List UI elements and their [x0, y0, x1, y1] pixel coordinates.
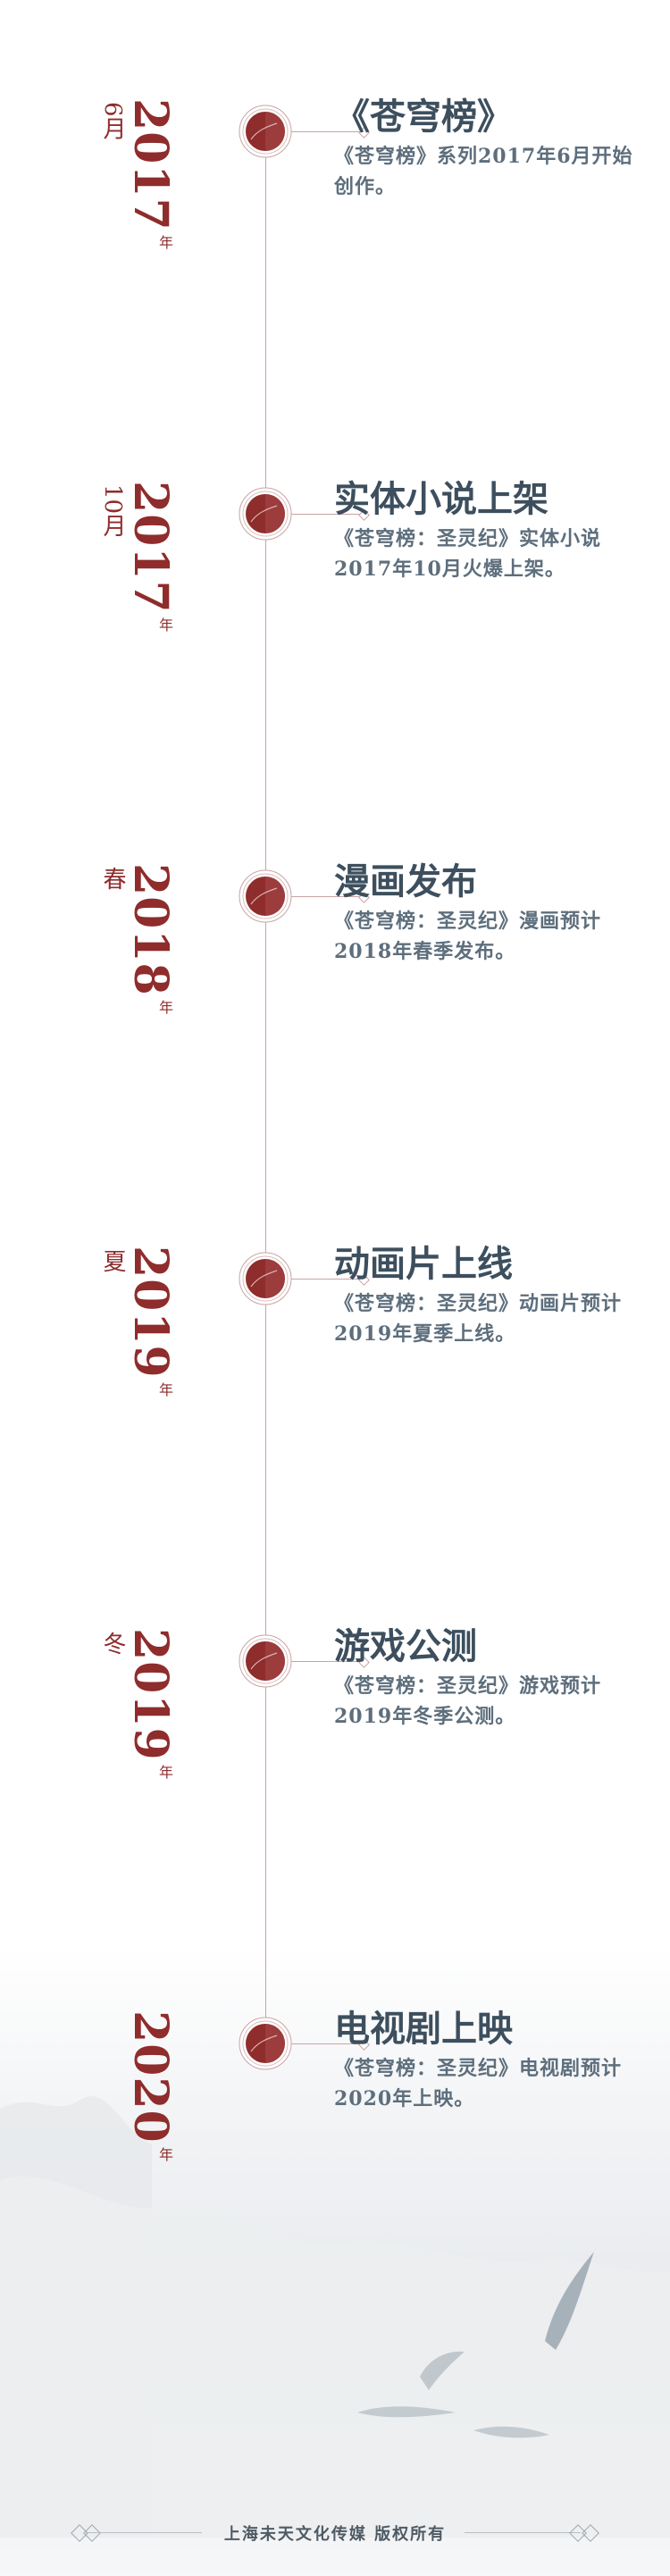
entry-description: 《苍穹榜：圣灵纪》游戏预计2019年冬季公测。 [334, 1674, 602, 1728]
entry-connector [291, 514, 366, 515]
ink-landscape-decoration [0, 2095, 670, 2538]
timeline-node-icon [238, 486, 293, 541]
footer-divider [465, 2532, 581, 2533]
entry-title: 游戏公测 [334, 1625, 477, 1667]
timeline-entry: 2019 年 夏 动画片上线《苍穹榜：圣灵纪》动画片预计2019年夏季上线。 [0, 1243, 670, 1485]
timeline-entry: 2017 年 10月 实体小说上架《苍穹榜：圣灵纪》实体小说2017年10月火爆上架。 [0, 478, 670, 720]
entry-period: 冬 [99, 1632, 126, 1655]
timeline-node-icon [238, 868, 293, 924]
entry-title: 《苍穹榜》 [334, 96, 513, 138]
entry-title: 实体小说上架 [334, 478, 549, 520]
timeline-node-icon [238, 1251, 293, 1306]
entry-description: 《苍穹榜：圣灵纪》动画片预计2019年夏季上线。 [334, 1292, 623, 1346]
entry-year-unit: 年 [156, 2146, 173, 2161]
entry-date: 2020 年 [123, 2010, 178, 2161]
entry-period: 春 [99, 867, 126, 890]
footer-divider [86, 2532, 202, 2533]
entry-description: 《苍穹榜：圣灵纪》漫画预计2018年春季发布。 [334, 910, 602, 963]
entry-year: 2018 [123, 863, 178, 996]
entry-connector [291, 2043, 366, 2044]
entry-year: 2019 [123, 1628, 178, 1761]
entry-year-unit: 年 [156, 999, 173, 1014]
entry-description: 《苍穹榜》系列2017年6月开始创作。 [334, 145, 633, 198]
entry-title: 电视剧上映 [334, 2008, 513, 2050]
timeline-entry: 2018 年 春 漫画发布《苍穹榜：圣灵纪》漫画预计2018年春季发布。 [0, 860, 670, 1103]
entry-date: 2018 年 春 [99, 863, 178, 1014]
copyright-text: 上海未天文化传媒 版权所有 [223, 2525, 447, 2544]
entry-date: 2019 年 夏 [99, 1246, 178, 1397]
timeline-entry: 2019 年 冬 游戏公测《苍穹榜：圣灵纪》游戏预计2019年冬季公测。 [0, 1625, 670, 1867]
timeline-node-icon [238, 2016, 293, 2071]
entry-connector [291, 131, 366, 132]
entry-year: 2019 [123, 1246, 178, 1379]
entry-description: 《苍穹榜：圣灵纪》实体小说2017年10月火爆上架。 [334, 527, 602, 581]
entry-connector [291, 1279, 366, 1280]
entry-connector [291, 896, 366, 897]
entry-connector [291, 1661, 366, 1662]
entry-period: 夏 [99, 1249, 126, 1272]
entry-date: 2017 年 10月 [99, 481, 178, 632]
entry-year-unit: 年 [156, 617, 173, 632]
timeline-entry: 2017 年 6月 《苍穹榜》《苍穹榜》系列2017年6月开始创作。 [0, 96, 670, 338]
entry-date: 2019 年 冬 [99, 1628, 178, 1779]
entry-year-unit: 年 [156, 1381, 173, 1397]
entry-year-unit: 年 [156, 234, 173, 249]
timeline-node-icon [238, 104, 293, 159]
entry-title: 漫画发布 [334, 860, 477, 902]
footer: 上海未天文化传媒 版权所有 [0, 2511, 670, 2555]
entry-year: 2017 [123, 98, 178, 231]
timeline-line [265, 125, 266, 2037]
timeline-entry: 2020 年 电视剧上映《苍穹榜：圣灵纪》电视剧预计2020年上映。 [0, 2008, 670, 2250]
entry-year-unit: 年 [156, 1764, 173, 1779]
entry-title: 动画片上线 [334, 1243, 513, 1285]
entry-period: 6月 [99, 102, 126, 140]
entry-period: 10月 [99, 484, 126, 538]
entry-date: 2017 年 6月 [99, 98, 178, 249]
timeline-node-icon [238, 1633, 293, 1689]
entry-year: 2020 [123, 2010, 178, 2144]
entry-description: 《苍穹榜：圣灵纪》电视剧预计2020年上映。 [334, 2057, 623, 2110]
entry-year: 2017 [123, 481, 178, 614]
